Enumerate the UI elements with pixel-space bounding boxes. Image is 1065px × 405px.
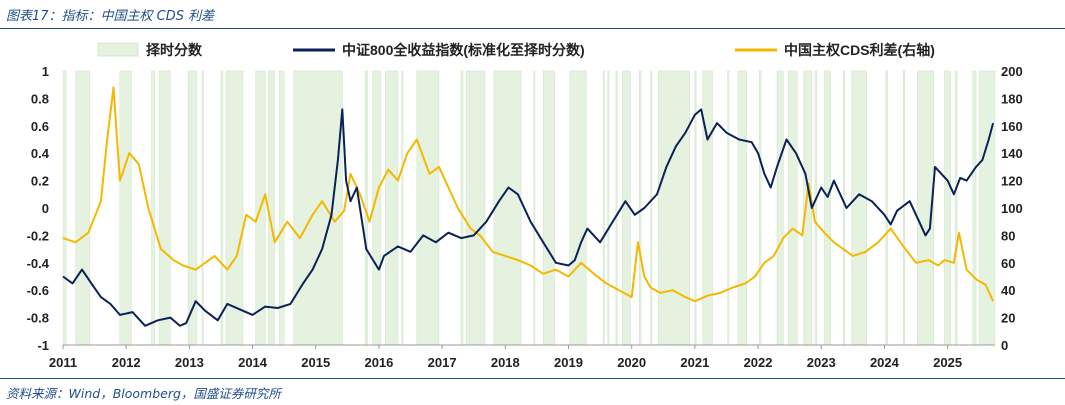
x-tick-label-1: 2012 xyxy=(112,355,141,370)
x-tick-label-2: 2013 xyxy=(175,355,204,370)
x-tick-label-3: 2014 xyxy=(238,355,268,370)
x-tick-label-9: 2020 xyxy=(617,355,646,370)
timing-band-23 xyxy=(569,70,587,346)
timing-band-43 xyxy=(885,70,888,346)
right-tick-label-2: 160 xyxy=(1001,119,1023,134)
right-tick-label-6: 80 xyxy=(1001,228,1015,243)
title-divider xyxy=(0,28,1065,29)
timing-band-44 xyxy=(903,70,905,346)
x-tick-label-0: 2011 xyxy=(49,355,77,370)
left-tick-label-4: 0.2 xyxy=(31,174,49,189)
left-tick-label-0: 1 xyxy=(42,64,49,79)
timing-band-2 xyxy=(119,70,132,346)
legend-label-csi800: 中证800全收益指数(标准化至择时分数) xyxy=(342,42,585,58)
chart-canvas: 10.80.60.40.20-0.2-0.4-0.6-0.8-120018016… xyxy=(27,42,1023,370)
timing-band-40 xyxy=(824,70,831,346)
right-tick-label-4: 120 xyxy=(1001,174,1023,189)
timing-band-47 xyxy=(954,70,958,346)
timing-band-36 xyxy=(776,70,784,346)
x-tick-label-10: 2021 xyxy=(680,355,709,370)
timing-band-30 xyxy=(657,70,691,346)
timing-band-1 xyxy=(75,70,90,346)
timing-band-17 xyxy=(416,70,440,346)
x-tick-label-12: 2023 xyxy=(807,355,836,370)
timing-band-29 xyxy=(650,70,653,346)
right-tick-label-3: 140 xyxy=(1001,146,1023,161)
source-note: 资料来源：Wind，Bloomberg，国盛证券研究所 xyxy=(6,386,281,401)
left-tick-label-6: -0.2 xyxy=(27,228,49,243)
timing-band-21 xyxy=(533,70,536,346)
timing-band-34 xyxy=(737,70,747,346)
legend-swatch-timing xyxy=(97,42,139,57)
left-tick-label-9: -0.8 xyxy=(27,311,49,326)
timing-band-28 xyxy=(639,70,642,346)
timing-band-4 xyxy=(158,70,171,346)
timing-band-35 xyxy=(759,70,762,346)
timing-band-39 xyxy=(814,70,818,346)
left-tick-label-7: -0.4 xyxy=(27,256,50,271)
timing-band-7 xyxy=(220,70,224,346)
legend-label-cds: 中国主权CDS利差(右轴) xyxy=(784,42,935,58)
left-tick-label-1: 0.8 xyxy=(31,91,49,106)
timing-band-20 xyxy=(493,70,522,346)
timing-band-46 xyxy=(944,70,952,346)
cds-spread-line xyxy=(62,86,995,303)
timing-band-33 xyxy=(727,70,730,346)
right-tick-label-1: 180 xyxy=(1001,91,1023,106)
timing-band-10 xyxy=(268,70,275,346)
timing-band-5 xyxy=(187,70,198,346)
timing-band-26 xyxy=(615,70,618,346)
timing-band-11 xyxy=(278,70,285,346)
timing-band-15 xyxy=(385,70,399,346)
x-tick-label-4: 2015 xyxy=(301,355,330,370)
timing-band-3 xyxy=(151,70,155,346)
right-tick-label-7: 60 xyxy=(1001,256,1015,271)
timing-band-41 xyxy=(843,70,845,346)
legend-label-timing: 择时分数 xyxy=(146,42,203,58)
timing-band-24 xyxy=(602,70,605,346)
right-tick-label-9: 20 xyxy=(1001,311,1015,326)
right-tick-label-0: 200 xyxy=(1001,64,1023,79)
x-tick-label-6: 2017 xyxy=(428,355,457,370)
left-tick-label-10: -1 xyxy=(37,338,49,353)
timing-band-25 xyxy=(607,70,610,346)
timing-band-19 xyxy=(465,70,486,346)
source-divider xyxy=(0,378,1065,379)
timing-band-49 xyxy=(978,70,996,346)
timing-band-48 xyxy=(972,70,977,346)
timing-band-16 xyxy=(401,70,404,346)
left-tick-label-2: 0.6 xyxy=(31,119,49,134)
x-tick-label-11: 2022 xyxy=(744,355,773,370)
x-tick-label-13: 2024 xyxy=(870,355,900,370)
x-tick-label-14: 2025 xyxy=(933,355,962,370)
left-tick-label-5: 0 xyxy=(42,201,49,216)
timing-band-42 xyxy=(851,70,867,346)
timing-band-32 xyxy=(702,70,713,346)
left-tick-label-8: -0.6 xyxy=(27,283,49,298)
figure-title: 图表17：指标：中国主权 CDS 利差 xyxy=(6,9,215,24)
timing-band-31 xyxy=(694,70,697,346)
timing-band-6 xyxy=(201,70,204,346)
left-tick-label-3: 0.4 xyxy=(31,146,50,161)
timing-band-0 xyxy=(62,70,67,346)
x-tick-label-5: 2016 xyxy=(364,355,393,370)
x-tick-label-8: 2019 xyxy=(554,355,583,370)
csi800-index-line xyxy=(62,108,995,327)
right-tick-label-5: 100 xyxy=(1001,201,1023,216)
right-tick-label-8: 40 xyxy=(1001,283,1015,298)
x-tick-label-7: 2018 xyxy=(491,355,520,370)
timing-band-18 xyxy=(460,70,464,346)
right-tick-label-10: 0 xyxy=(1001,338,1008,353)
timing-band-22 xyxy=(542,70,555,346)
timing-band-37 xyxy=(788,70,798,346)
